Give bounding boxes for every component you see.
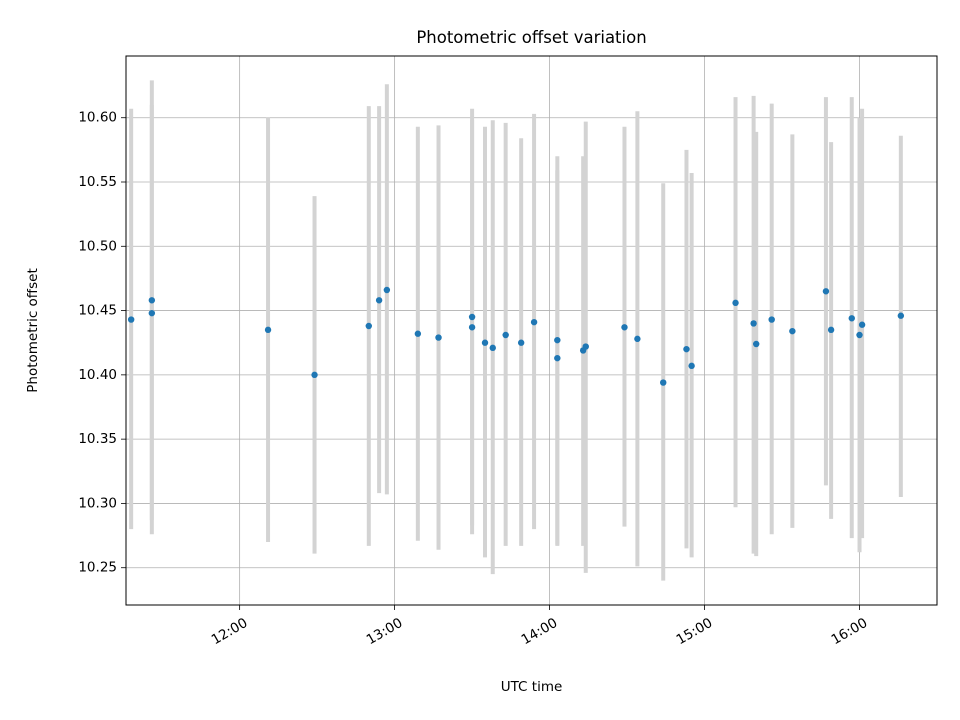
y-tick-label: 10.40 [78,367,117,383]
data-point [468,324,476,331]
data-point [517,339,525,346]
y-tick-label: 10.25 [78,560,117,576]
x-axis-label: UTC time [501,679,563,695]
data-point [414,330,422,337]
data-point [732,299,739,307]
data-point [827,326,835,334]
data-point [127,316,135,323]
data-point [897,312,905,319]
data-point [822,288,830,295]
data-points [127,286,905,386]
data-point [489,344,496,352]
y-tick-label: 10.45 [78,303,117,319]
y-tick-label: 10.55 [78,174,117,190]
data-point [688,362,695,370]
plot-frame [125,55,938,606]
data-point [530,318,538,326]
data-point [582,343,589,350]
y-axis-ticks: 10.25 10.30 10.35 10.40 10.45 10.50 10.55 10.60 [78,110,126,576]
data-point [365,322,372,330]
data-point [683,345,690,353]
y-tick-label: 10.30 [78,495,117,511]
data-point [264,326,272,334]
data-point [468,313,476,321]
data-point [383,286,391,294]
data-point [375,297,383,304]
y-axis-label: Photometric offset [25,268,41,392]
data-point [750,320,757,327]
data-point [856,331,863,339]
data-point [789,327,796,335]
data-point [848,315,855,322]
y-tick-label: 10.35 [78,431,117,447]
data-point [502,331,509,339]
data-point [435,334,442,341]
data-point [148,297,156,304]
y-tick-label: 10.50 [78,238,117,254]
chart-title: Photometric offset variation [416,28,646,47]
data-point [554,354,561,362]
data-point [148,309,156,317]
data-point [753,340,760,348]
data-point [768,316,775,323]
data-point [554,336,561,344]
y-tick-label: 10.60 [78,110,117,126]
data-point [660,379,667,386]
data-point [311,371,318,379]
data-point [621,324,628,331]
data-point [634,335,641,343]
data-point [481,339,489,346]
data-point [858,321,866,328]
